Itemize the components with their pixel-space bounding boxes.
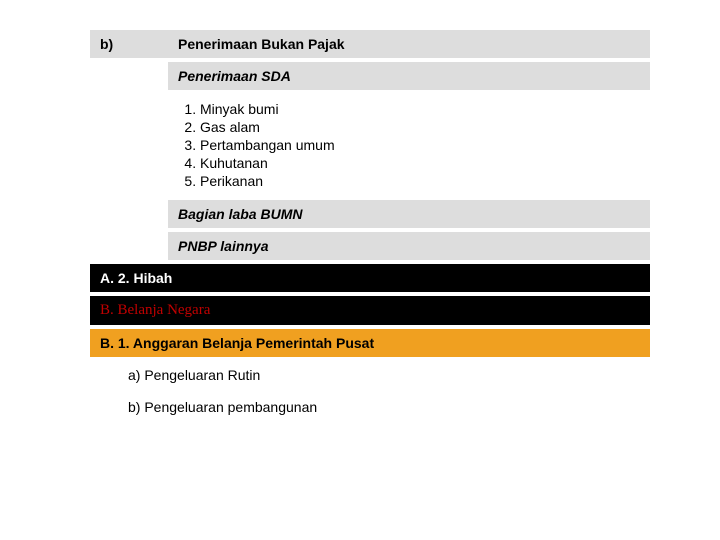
bumn-text: Bagian laba BUMN	[168, 200, 650, 228]
sda-list-cell: Minyak bumi Gas alam Pertambangan umum K…	[168, 94, 650, 196]
row-pnbp-left	[90, 232, 168, 260]
row-sda-left	[90, 62, 168, 90]
row-anggaran: B. 1. Anggaran Belanja Pemerintah Pusat	[90, 329, 650, 357]
sda-item-4: Kuhutanan	[200, 154, 640, 172]
row-pengeluaran-b: b) Pengeluaran pembangunan	[90, 393, 650, 421]
row-hibah: A. 2. Hibah	[90, 264, 650, 292]
sda-title: Penerimaan SDA	[168, 62, 650, 90]
row-belanja: B. Belanja Negara	[90, 296, 650, 325]
row-b: b) Penerimaan Bukan Pajak	[90, 30, 650, 58]
sda-list: Minyak bumi Gas alam Pertambangan umum K…	[178, 100, 640, 190]
sda-item-1: Minyak bumi	[200, 100, 640, 118]
pnbp-text: PNBP lainnya	[168, 232, 650, 260]
row-pengeluaran-a: a) Pengeluaran Rutin	[90, 361, 650, 389]
row-pnbp: PNBP lainnya	[90, 232, 650, 260]
row-b-title: Penerimaan Bukan Pajak	[168, 30, 650, 58]
sda-item-3: Pertambangan umum	[200, 136, 640, 154]
row-b-label: b)	[90, 30, 168, 58]
sda-item-2: Gas alam	[200, 118, 640, 136]
row-sda-list-left	[90, 94, 168, 196]
row-bumn: Bagian laba BUMN	[90, 200, 650, 228]
sda-item-5: Perikanan	[200, 172, 640, 190]
row-sda-list: Minyak bumi Gas alam Pertambangan umum K…	[90, 94, 650, 196]
row-sda-title: Penerimaan SDA	[90, 62, 650, 90]
document-container: b) Penerimaan Bukan Pajak Penerimaan SDA…	[0, 0, 720, 455]
row-bumn-left	[90, 200, 168, 228]
